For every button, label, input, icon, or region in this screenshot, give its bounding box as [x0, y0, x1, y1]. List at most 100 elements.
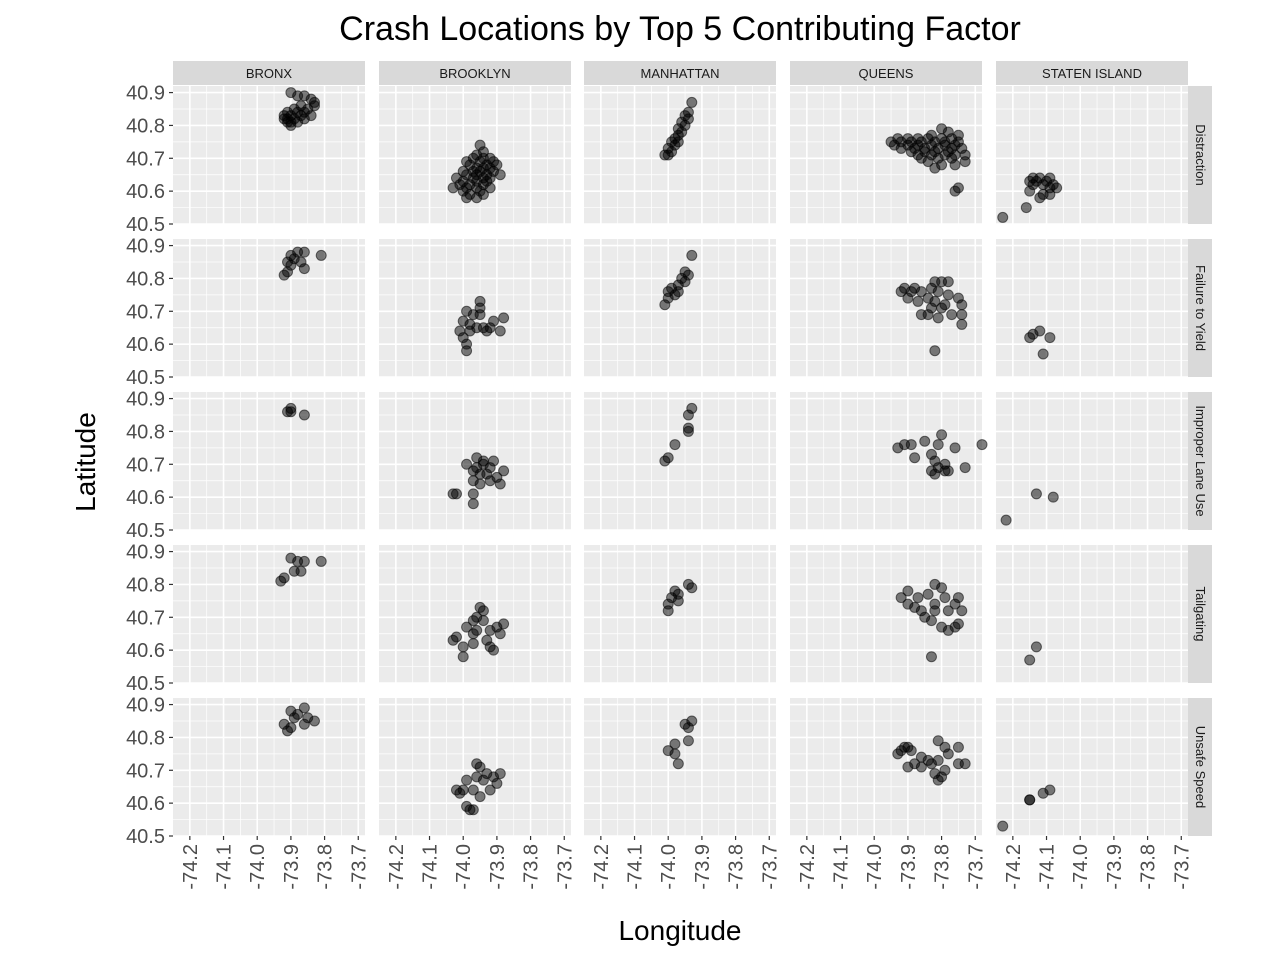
strip-background	[1188, 86, 1212, 224]
scatter-point	[912, 592, 924, 604]
strip-bronx: BRONX	[173, 61, 365, 85]
scatter-point	[959, 156, 971, 168]
scatter-point	[915, 286, 927, 298]
panel-bronx-improper-lane-use	[173, 392, 365, 531]
panel-manhattan-tailgating	[584, 545, 776, 684]
y-tick-label: 40.9	[126, 695, 165, 717]
scatter-point	[315, 555, 327, 567]
scatter-point	[686, 96, 698, 108]
x-tick-label: -74.1	[625, 844, 647, 890]
panel-manhattan-failure-to-yield	[584, 239, 776, 378]
scatter-point	[936, 582, 948, 594]
strip-background	[173, 61, 365, 85]
scatter-point	[895, 142, 907, 154]
scatter-point	[892, 748, 904, 760]
panel-background	[790, 392, 982, 530]
x-tick-label: -73.7	[554, 844, 576, 890]
scatter-point	[484, 784, 496, 796]
x-tick-label: -73.7	[965, 844, 987, 890]
strip-background	[1188, 392, 1212, 530]
scatter-point	[902, 585, 914, 597]
strip-distraction: Distraction	[1188, 86, 1212, 224]
x-tick-label: -73.9	[487, 844, 509, 890]
panel-background	[996, 392, 1188, 530]
scatter-point	[939, 592, 951, 604]
y-tick-label: 40.9	[126, 83, 165, 105]
strip-manhattan: MANHATTAN	[584, 61, 776, 85]
scatter-point	[477, 774, 489, 786]
scatter-point	[946, 309, 958, 321]
y-tick-label: 40.5	[126, 214, 165, 236]
scatter-point	[909, 452, 921, 464]
points-bronx-unsafe-speed	[278, 702, 320, 737]
scatter-point	[669, 748, 681, 760]
scatter-point	[491, 777, 503, 789]
scatter-point	[467, 628, 479, 640]
scatter-point	[662, 149, 674, 161]
points-brooklyn-failure-to-yield	[454, 295, 510, 357]
scatter-point	[298, 555, 310, 567]
x-tick-label: -74.0	[658, 844, 680, 890]
panel-staten-island-failure-to-yield	[996, 239, 1188, 378]
x-tick-label: -74.0	[864, 844, 886, 890]
x-axis-title: Longitude	[618, 915, 741, 946]
points-manhattan-tailgating	[662, 578, 698, 617]
points-bronx-improper-lane-use	[282, 402, 310, 421]
scatter-point	[461, 345, 473, 357]
y-tick-label: 40.5	[126, 367, 165, 389]
scatter-point	[467, 498, 479, 510]
points-manhattan-failure-to-yield	[659, 249, 698, 311]
scatter-point	[932, 735, 944, 747]
y-tick-label: 40.5	[126, 520, 165, 542]
scatter-point	[949, 159, 961, 171]
strip-background	[1188, 239, 1212, 377]
panel-manhattan-distraction	[584, 86, 776, 225]
points-staten-island-failure-to-yield	[1024, 325, 1056, 360]
scatter-point	[956, 309, 968, 321]
scatter-point	[932, 312, 944, 324]
scatter-point	[464, 804, 476, 816]
scatter-point	[997, 820, 1009, 832]
scatter-point	[461, 458, 473, 470]
x-tick-label: -74.2	[180, 844, 202, 890]
scatter-point	[949, 185, 961, 197]
scatter-point	[481, 325, 493, 337]
x-tick-label: -73.9	[1104, 844, 1126, 890]
panel-background	[790, 239, 982, 377]
scatter-point	[892, 442, 904, 454]
panel-background	[996, 239, 1188, 377]
scatter-point	[298, 702, 310, 714]
points-queens-failure-to-yield	[895, 276, 968, 357]
panel-background	[173, 86, 365, 224]
scatter-point	[467, 488, 479, 500]
y-tick-label: 40.7	[126, 607, 165, 629]
x-tick-label: -74.0	[453, 844, 475, 890]
scatter-point	[682, 409, 694, 421]
scatter-point	[474, 791, 486, 803]
scatter-point	[457, 641, 469, 653]
scatter-point	[682, 425, 694, 437]
scatter-point	[956, 605, 968, 617]
scatter-point	[949, 442, 961, 454]
scatter-point	[939, 465, 951, 477]
scatter-point	[474, 478, 486, 490]
x-tick-label: -74.1	[214, 844, 236, 890]
scatter-point	[686, 249, 698, 261]
strip-brooklyn: BROOKLYN	[379, 61, 571, 85]
x-tick-label: -73.8	[726, 844, 748, 890]
y-axis: 40.540.640.740.840.940.540.640.740.840.9…	[126, 83, 173, 848]
scatter-point	[929, 162, 941, 174]
points-queens-unsafe-speed	[892, 735, 971, 786]
x-axis: -74.2 -74.1 -74.0 -73.9 -73.8 -73.7 -74.2 -74.1…	[180, 836, 1193, 890]
strip-tailgating: Tailgating	[1188, 545, 1212, 683]
strip-improper-lane-use: Improper Lane Use	[1188, 392, 1212, 530]
scatter-point	[285, 119, 297, 131]
scatter-point	[464, 325, 476, 337]
row-strip-label: Tailgating	[1193, 587, 1208, 642]
scatter-point	[488, 644, 500, 656]
row-strip-label: Unsafe Speed	[1193, 726, 1208, 808]
x-tick-label: -73.8	[315, 844, 337, 890]
strip-unsafe-speed: Unsafe Speed	[1188, 698, 1212, 836]
y-tick-label: 40.6	[126, 181, 165, 203]
